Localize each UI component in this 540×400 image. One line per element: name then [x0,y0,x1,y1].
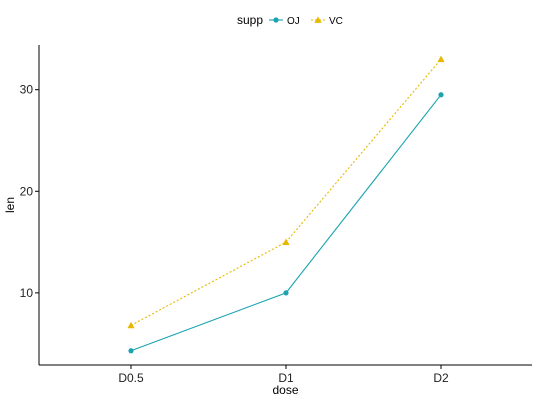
x-tick-label: D2 [433,371,449,385]
x-axis-title: dose [272,383,298,397]
series-line-vc [130,58,442,326]
series-vc [127,55,445,329]
legend-key-marker [273,17,279,23]
data-point-oj [438,92,444,98]
series-layer [127,55,445,354]
data-point-vc [437,55,445,63]
legend: supp OJ VC [237,13,343,27]
data-point-oj [128,348,134,354]
legend-title: supp [237,13,263,27]
legend-label: VC [329,16,343,27]
series-oj [128,92,444,354]
y-tick-label: 30 [20,83,34,97]
x-tick-label: D1 [278,371,294,385]
legend-key-marker [314,16,322,23]
legend-items: OJ VC [269,16,343,27]
y-tick-label: 10 [20,286,34,300]
data-point-vc [127,321,135,329]
legend-item-oj: OJ [269,16,300,27]
data-point-vc [282,238,290,245]
plot-area: 10 20 30 D0.5 D1 D2 [20,45,532,385]
legend-label: OJ [287,16,300,27]
y-axis-title: len [3,197,17,213]
data-point-oj [283,290,289,296]
legend-item-vc: VC [311,16,343,27]
x-ticks: D0.5 D1 D2 [118,365,449,385]
series-line-oj [130,94,442,352]
y-tick-label: 20 [20,184,34,198]
x-tick-label: D0.5 [118,371,144,385]
y-ticks: 10 20 30 [20,83,39,300]
